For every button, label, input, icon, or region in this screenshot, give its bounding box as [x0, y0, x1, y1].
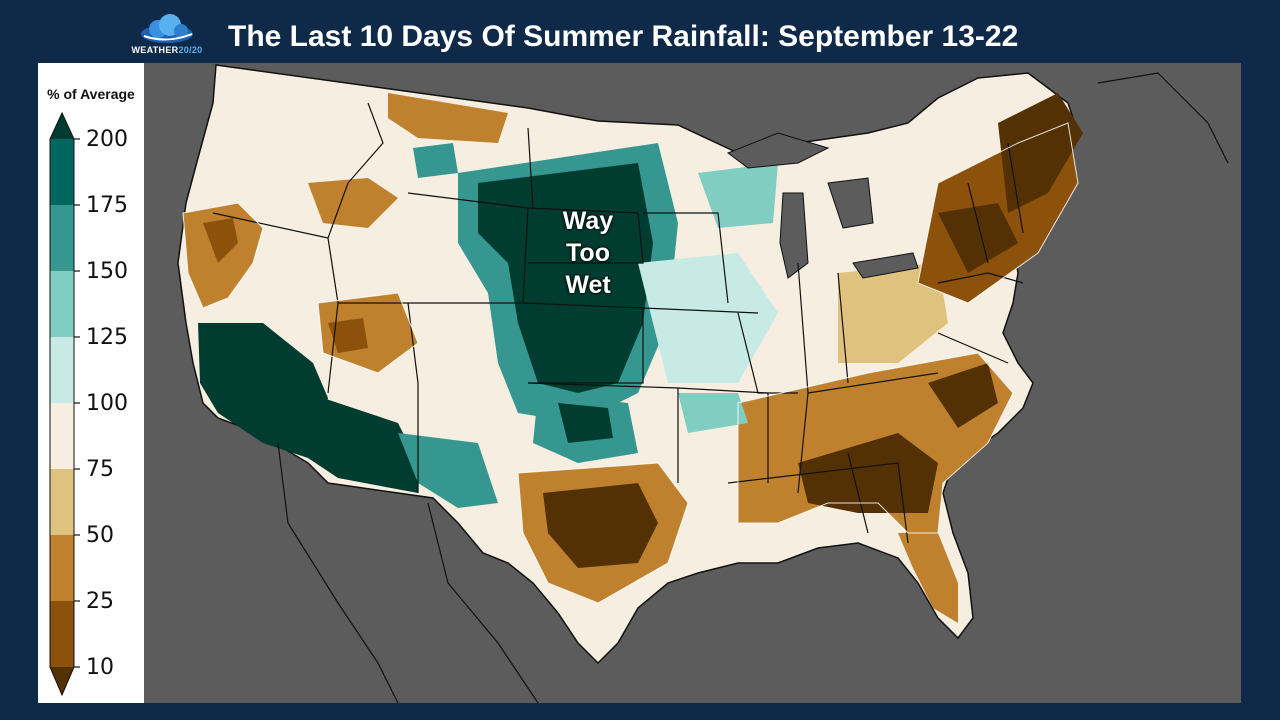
wet-region-arizona: [308, 393, 418, 493]
colorbar-svg: [49, 111, 80, 697]
dry-region-new-york: [938, 203, 1018, 273]
dry-region-utah-core: [328, 318, 368, 353]
wet-region-plains: [478, 163, 653, 393]
contour-lines: [182, 122, 1079, 604]
legend-tick-100: 100: [86, 391, 128, 416]
wet-region-oklahoma-core: [558, 403, 613, 443]
colorbar-band-125-150: [50, 271, 74, 337]
dry-region-new-england: [998, 93, 1083, 213]
colorbar-extend-low: [50, 667, 74, 695]
lake-erie: [852, 252, 919, 279]
dry-region-ohio-valley: [838, 263, 948, 363]
colorbar-band-10-25: [50, 601, 74, 667]
wet-region-upper-midwest: [698, 163, 778, 228]
annotation-line-1: Way: [562, 207, 614, 235]
annotation-line-3: Wet: [565, 271, 611, 299]
legend-tick-75: 75: [86, 457, 114, 482]
dry-region-southeast-core: [798, 433, 938, 513]
dry-region-utah: [318, 293, 418, 373]
wet-region-montana-eye: [413, 143, 458, 178]
dry-region-florida: [898, 533, 958, 623]
state-borders: [212, 102, 1024, 544]
dry-region-texas-core: [543, 483, 658, 568]
dry-region-carolinas: [928, 363, 998, 428]
dry-region-california-core: [203, 218, 238, 263]
wet-region-california: [198, 323, 328, 458]
wet-region-midwest: [638, 253, 778, 383]
wet-region-new-mexico-edge: [398, 433, 498, 508]
legend-tick-10: 10: [86, 655, 114, 680]
legend-title: % of Average: [47, 86, 135, 102]
lake-huron: [827, 177, 874, 229]
colorbar-ticks: [74, 138, 80, 668]
us-map-svg: [177, 64, 1229, 703]
colorbar-band-25-50: [50, 535, 74, 601]
legend-tick-150: 150: [86, 259, 128, 284]
legend-tick-125: 125: [86, 325, 128, 350]
legend-tick-175: 175: [86, 193, 128, 218]
wet-region-missouri: [678, 393, 748, 433]
neighbor-borders: [277, 72, 1229, 703]
weather2020-logo: WEATHER20/20: [126, 12, 208, 58]
dry-region-northwest: [308, 178, 398, 228]
rainfall-map: [38, 63, 1241, 703]
colorbar-band-75-100: [50, 403, 74, 469]
lake-superior: [726, 132, 830, 169]
colorbar-legend: % of Average 200 175 150 125 100 75 50 2…: [38, 63, 144, 703]
colorbar-band-50-75: [50, 469, 74, 535]
legend-tick-25: 25: [86, 589, 114, 614]
dry-region-montana: [388, 93, 508, 143]
legend-tick-50: 50: [86, 523, 114, 548]
colorbar-extend-high: [50, 113, 74, 139]
cloud-icon: [141, 14, 193, 43]
legend-tick-200: 200: [86, 127, 128, 152]
colorbar-band-150-175: [50, 205, 74, 271]
colorbar-band-100-125: [50, 337, 74, 403]
logo-text: WEATHER20/20: [131, 45, 203, 55]
way-too-wet-annotation: Way Too Wet: [543, 205, 633, 301]
annotation-line-2: Too: [566, 239, 610, 267]
page-title: The Last 10 Days Of Summer Rainfall: Sep…: [228, 20, 1019, 53]
colorbar-band-175-200: [50, 139, 74, 205]
